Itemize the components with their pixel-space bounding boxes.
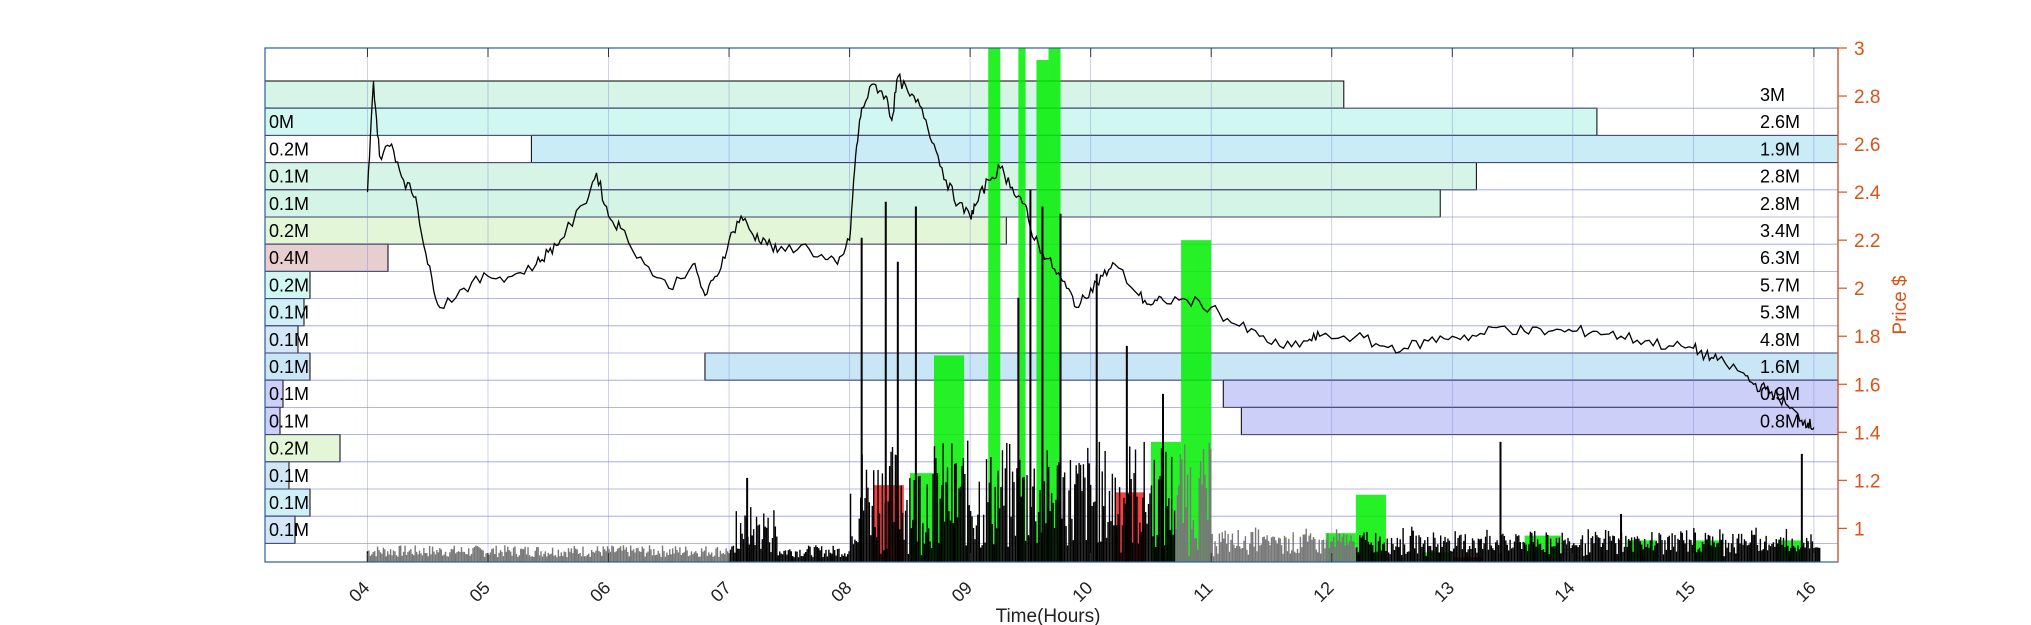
buy-volume-bar: [988, 48, 1001, 562]
y-tick-label: 2.6: [1854, 135, 1880, 156]
profile-left-label: 0.1M: [269, 520, 309, 540]
y-tick-label: 1.2: [1854, 471, 1880, 492]
profile-right-label: 3.4M: [1760, 221, 1800, 241]
profile-left-label: 0.2M: [269, 439, 309, 459]
profile-right-bar: [264, 216, 1007, 245]
buy-volume-bar: [1048, 48, 1061, 562]
profile-right-label: 3M: [1760, 85, 1785, 105]
profile-right-label: 6.3M: [1760, 248, 1800, 268]
y-tick-label: 2.2: [1854, 231, 1880, 252]
profile-left-label: 0.4M: [269, 248, 309, 268]
profile-right-bar: [264, 162, 1477, 191]
profile-right-bar: [704, 352, 1839, 381]
y-tick-label: 1.6: [1854, 375, 1880, 396]
x-tick-label: 13: [1430, 578, 1458, 606]
profile-left-label: 0.1M: [269, 384, 309, 404]
profile-right-label: 5.3M: [1760, 303, 1800, 323]
profile-right-label: 5.7M: [1760, 275, 1800, 295]
profile-left-label: 0.2M: [269, 275, 309, 295]
profile-left-label: 0.1M: [269, 167, 309, 187]
y-axis-label: Price $: [1890, 275, 1911, 335]
profile-left-label: 0.1M: [269, 357, 309, 377]
y-tick-label: 1.8: [1854, 327, 1880, 348]
axes-layer: [264, 47, 1847, 563]
price-line: [366, 72, 1815, 430]
y-tick-label: 2.8: [1854, 87, 1880, 108]
x-tick-label: 08: [827, 578, 855, 606]
profile-right-bar: [1240, 406, 1839, 436]
x-tick-label: 07: [707, 578, 735, 606]
x-tick-label: 11: [1189, 578, 1216, 605]
profile-right-label: 0.9M: [1760, 384, 1800, 404]
volume-spikes-layer: [366, 189, 1821, 562]
x-tick-label: 14: [1550, 578, 1578, 606]
profile-right-bar: [264, 107, 1598, 136]
profile-right-label: 4.8M: [1760, 330, 1800, 350]
profile-left-label: 0.1M: [269, 194, 309, 214]
x-tick-label: 09: [948, 578, 976, 606]
profile-right-label: 2.8M: [1760, 194, 1800, 214]
x-tick-label: 15: [1671, 578, 1699, 606]
buy-volume-bar: [1018, 48, 1026, 562]
profile-right-bar: [530, 134, 1839, 164]
profile-left-label: 0.1M: [269, 466, 309, 486]
x-tick-label: 12: [1309, 578, 1337, 606]
profile-right-label: 1.9M: [1760, 139, 1800, 159]
x-axis-label: Time(Hours): [996, 606, 1101, 625]
profile-left-bar: [264, 325, 299, 354]
y-tick-label: 1.4: [1854, 423, 1881, 444]
profile-left-label: 0.2M: [269, 221, 309, 241]
profile-left-bar: [264, 434, 341, 463]
profile-left-label: 0.2M: [269, 139, 309, 159]
x-tick-label: 06: [586, 578, 614, 606]
profile-left-bar: [264, 461, 290, 490]
profile-left-label: 0.1M: [269, 411, 309, 431]
profile-right-label: 1.6M: [1760, 357, 1800, 377]
x-tick-label: 05: [466, 578, 494, 606]
y-tick-label: 2: [1854, 279, 1865, 300]
profile-right-label: 2.8M: [1760, 167, 1800, 187]
profile-left-label: 0.1M: [269, 303, 309, 323]
y-tick-label: 2.4: [1854, 183, 1881, 204]
x-tick-label: 10: [1068, 578, 1096, 606]
profile-right-label: 0.8M: [1760, 411, 1800, 431]
x-tick-label: 16: [1791, 578, 1819, 606]
y-tick-label: 1: [1854, 519, 1865, 540]
y-tick-label: 3: [1854, 39, 1865, 60]
profile-left-label: 0.1M: [269, 493, 309, 513]
profile-left-label: 0M: [269, 112, 294, 132]
x-tick-label: 04: [345, 578, 373, 606]
profile-right-bar: [264, 80, 1345, 109]
profile-right-label: 2.6M: [1760, 112, 1800, 132]
profile-right-bar: [1222, 379, 1839, 408]
profile-left-label: 0.1M: [269, 330, 309, 350]
price-line-layer: [366, 72, 1815, 430]
